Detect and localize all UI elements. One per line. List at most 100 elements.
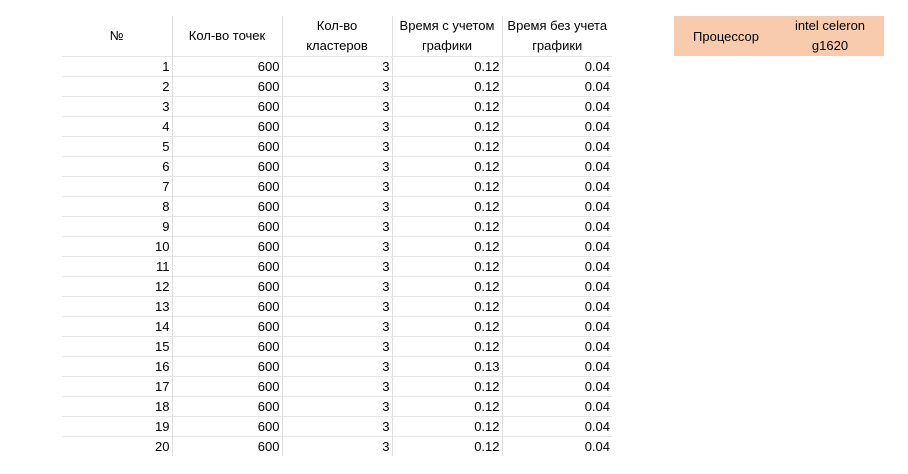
- header-cell-number[interactable]: №: [62, 16, 173, 57]
- cell-points[interactable]: 600: [172, 276, 283, 297]
- cell-time-without-graphics[interactable]: 0.04: [502, 296, 612, 317]
- cell-time-without-graphics[interactable]: 0.04: [502, 176, 612, 197]
- cell-time-without-graphics[interactable]: 0.04: [502, 376, 612, 397]
- cell-points[interactable]: 600: [172, 156, 283, 177]
- cell-clusters[interactable]: 3: [282, 356, 393, 377]
- cell-clusters[interactable]: 3: [282, 156, 393, 177]
- cell-clusters[interactable]: 3: [282, 336, 393, 357]
- cell-number[interactable]: 11: [62, 256, 173, 277]
- cell-points[interactable]: 600: [172, 216, 283, 237]
- cell-clusters[interactable]: 3: [282, 196, 393, 217]
- cell-clusters[interactable]: 3: [282, 116, 393, 137]
- cell-time-without-graphics[interactable]: 0.04: [502, 336, 612, 357]
- cell-points[interactable]: 600: [172, 316, 283, 337]
- cell-points[interactable]: 600: [172, 436, 283, 456]
- cell-time-with-graphics[interactable]: 0.12: [392, 296, 503, 317]
- header-cell-clusters[interactable]: Кол-во кластеров: [282, 16, 393, 57]
- header-cell-points[interactable]: Кол-во точек: [172, 16, 283, 57]
- cell-number[interactable]: 8: [62, 196, 173, 217]
- cell-time-with-graphics[interactable]: 0.12: [392, 316, 503, 337]
- cell-points[interactable]: 600: [172, 196, 283, 217]
- cell-time-with-graphics[interactable]: 0.12: [392, 136, 503, 157]
- cell-clusters[interactable]: 3: [282, 276, 393, 297]
- cell-time-without-graphics[interactable]: 0.04: [502, 96, 612, 117]
- cell-clusters[interactable]: 3: [282, 296, 393, 317]
- cell-number[interactable]: 20: [62, 436, 173, 456]
- cell-clusters[interactable]: 3: [282, 256, 393, 277]
- cell-time-with-graphics[interactable]: 0.12: [392, 76, 503, 97]
- processor-label[interactable]: Процессор: [693, 28, 759, 44]
- cell-time-with-graphics[interactable]: 0.12: [392, 276, 503, 297]
- cell-points[interactable]: 600: [172, 136, 283, 157]
- cell-time-without-graphics[interactable]: 0.04: [502, 136, 612, 157]
- cell-clusters[interactable]: 3: [282, 396, 393, 417]
- cell-time-with-graphics[interactable]: 0.12: [392, 256, 503, 277]
- cell-time-without-graphics[interactable]: 0.04: [502, 236, 612, 257]
- cell-points[interactable]: 600: [172, 176, 283, 197]
- cell-clusters[interactable]: 3: [282, 96, 393, 117]
- cell-number[interactable]: 19: [62, 416, 173, 437]
- cell-points[interactable]: 600: [172, 376, 283, 397]
- cell-number[interactable]: 9: [62, 216, 173, 237]
- cell-time-with-graphics[interactable]: 0.12: [392, 336, 503, 357]
- cell-clusters[interactable]: 3: [282, 176, 393, 197]
- cell-time-without-graphics[interactable]: 0.04: [502, 56, 612, 77]
- cell-clusters[interactable]: 3: [282, 416, 393, 437]
- cell-number[interactable]: 5: [62, 136, 173, 157]
- cell-number[interactable]: 17: [62, 376, 173, 397]
- cell-clusters[interactable]: 3: [282, 216, 393, 237]
- cell-number[interactable]: 13: [62, 296, 173, 317]
- cell-number[interactable]: 12: [62, 276, 173, 297]
- cell-time-with-graphics[interactable]: 0.12: [392, 376, 503, 397]
- cell-time-with-graphics[interactable]: 0.13: [392, 356, 503, 377]
- header-cell-time-without-graphics[interactable]: Время без учета графики: [507, 18, 608, 53]
- cell-number[interactable]: 3: [62, 96, 173, 117]
- cell-points[interactable]: 600: [172, 56, 283, 77]
- cell-time-with-graphics[interactable]: 0.12: [392, 116, 503, 137]
- cell-points[interactable]: 600: [172, 116, 283, 137]
- cell-number[interactable]: 15: [62, 336, 173, 357]
- cell-number[interactable]: 16: [62, 356, 173, 377]
- cell-clusters[interactable]: 3: [282, 436, 393, 456]
- cell-clusters[interactable]: 3: [282, 76, 393, 97]
- cell-time-without-graphics[interactable]: 0.04: [502, 276, 612, 297]
- cell-clusters[interactable]: 3: [282, 56, 393, 77]
- header-cell-time-with-graphics[interactable]: Время с учетом графики: [392, 16, 503, 57]
- cell-time-without-graphics[interactable]: 0.04: [502, 216, 612, 237]
- cell-points[interactable]: 600: [172, 356, 283, 377]
- cell-time-with-graphics[interactable]: 0.12: [392, 176, 503, 197]
- cell-points[interactable]: 600: [172, 76, 283, 97]
- cell-number[interactable]: 2: [62, 76, 173, 97]
- cell-clusters[interactable]: 3: [282, 136, 393, 157]
- cell-clusters[interactable]: 3: [282, 236, 393, 257]
- cell-points[interactable]: 600: [172, 416, 283, 437]
- cell-time-with-graphics[interactable]: 0.12: [392, 396, 503, 417]
- cell-time-with-graphics[interactable]: 0.12: [392, 236, 503, 257]
- cell-number[interactable]: 1: [62, 56, 173, 77]
- cell-time-with-graphics[interactable]: 0.12: [392, 216, 503, 237]
- cell-time-without-graphics[interactable]: 0.04: [502, 396, 612, 417]
- cell-points[interactable]: 600: [172, 336, 283, 357]
- cell-time-without-graphics[interactable]: 0.04: [502, 76, 612, 97]
- cell-number[interactable]: 14: [62, 316, 173, 337]
- cell-number[interactable]: 10: [62, 236, 173, 257]
- cell-time-with-graphics[interactable]: 0.12: [392, 96, 503, 117]
- cell-time-without-graphics[interactable]: 0.04: [502, 416, 612, 437]
- cell-time-without-graphics[interactable]: 0.04: [502, 156, 612, 177]
- cell-time-without-graphics[interactable]: 0.04: [502, 316, 612, 337]
- cell-points[interactable]: 600: [172, 296, 283, 317]
- cell-points[interactable]: 600: [172, 236, 283, 257]
- cell-time-with-graphics[interactable]: 0.12: [392, 196, 503, 217]
- cell-points[interactable]: 600: [172, 96, 283, 117]
- cell-time-without-graphics[interactable]: 0.04: [502, 196, 612, 217]
- cell-time-without-graphics[interactable]: 0.04: [502, 436, 612, 456]
- cell-time-without-graphics[interactable]: 0.04: [502, 116, 612, 137]
- cell-time-without-graphics[interactable]: 0.04: [502, 256, 612, 277]
- processor-value[interactable]: intel celeron g1620: [794, 18, 866, 53]
- cell-number[interactable]: 4: [62, 116, 173, 137]
- cell-clusters[interactable]: 3: [282, 376, 393, 397]
- cell-number[interactable]: 18: [62, 396, 173, 417]
- cell-time-with-graphics[interactable]: 0.12: [392, 156, 503, 177]
- cell-time-without-graphics[interactable]: 0.04: [502, 356, 612, 377]
- cell-points[interactable]: 600: [172, 256, 283, 277]
